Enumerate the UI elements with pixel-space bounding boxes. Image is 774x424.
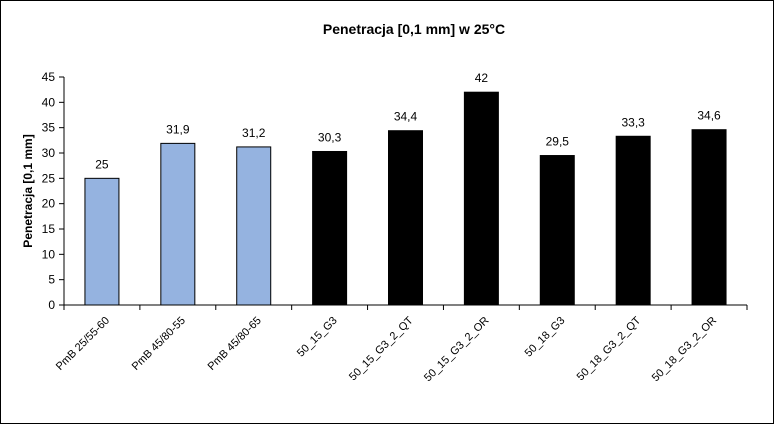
bar <box>615 135 651 306</box>
data-label: 31,9 <box>166 122 190 136</box>
y-axis-label: Penetracja [0,1 mm] <box>21 134 35 247</box>
bar <box>160 142 196 306</box>
x-tick-label: 50_15_G3_2_QT <box>347 314 416 383</box>
x-tick-label: 50_15_G3_2_OR <box>422 315 492 385</box>
bar <box>236 146 272 306</box>
y-tick-label: 0 <box>48 298 55 312</box>
bar <box>84 177 120 306</box>
y-tick-label: 25 <box>42 171 56 185</box>
data-label: 42 <box>475 71 489 85</box>
y-tick-label: 10 <box>42 247 56 261</box>
y-tick-label: 45 <box>42 70 56 84</box>
x-tick-label: 50_18_G3 <box>523 315 568 360</box>
x-tick-label: PmB 45/80-55 <box>130 315 188 373</box>
x-tick-label: 50_15_G3 <box>295 315 340 360</box>
x-tick-label: 50_18_G3_2_QT <box>575 314 644 383</box>
plot-area: 0 5 10 15 20 25 30 35 40 45 25 PmB 25/55-60 31,9 PmB … <box>42 70 748 385</box>
y-tick-label: 35 <box>42 121 56 135</box>
y-tick-label: 40 <box>42 95 56 109</box>
bar <box>388 130 423 306</box>
bar <box>691 129 727 306</box>
data-label: 29,5 <box>546 135 570 149</box>
bar <box>539 155 575 306</box>
data-label: 34,6 <box>697 109 721 123</box>
x-tick-label: PmB 45/80-65 <box>206 315 264 373</box>
x-tick-label: PmB 25/55-60 <box>54 315 112 373</box>
data-label: 25 <box>95 157 109 171</box>
y-tick-label: 20 <box>42 197 56 211</box>
data-label: 34,4 <box>394 110 418 124</box>
data-label: 30,3 <box>318 130 342 144</box>
data-label: 33,3 <box>621 115 645 129</box>
x-tick-label: 50_18_G3_2_OR <box>650 315 720 385</box>
y-tick-label: 5 <box>48 273 55 287</box>
y-tick-label: 15 <box>42 222 56 236</box>
y-tick-label: 30 <box>42 146 56 160</box>
bar <box>312 150 348 306</box>
bar <box>463 91 499 306</box>
chart-title: Penetracja [0,1 mm] w 25°C <box>323 21 505 37</box>
data-label: 31,2 <box>242 126 266 140</box>
